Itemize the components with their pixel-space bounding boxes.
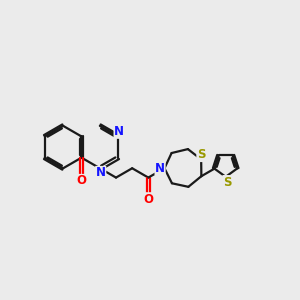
Text: N: N xyxy=(96,167,106,179)
Text: O: O xyxy=(76,175,86,188)
Text: O: O xyxy=(143,193,153,206)
Text: S: S xyxy=(197,148,206,161)
Text: N: N xyxy=(155,162,165,175)
Text: N: N xyxy=(114,125,124,138)
Text: S: S xyxy=(223,176,231,189)
